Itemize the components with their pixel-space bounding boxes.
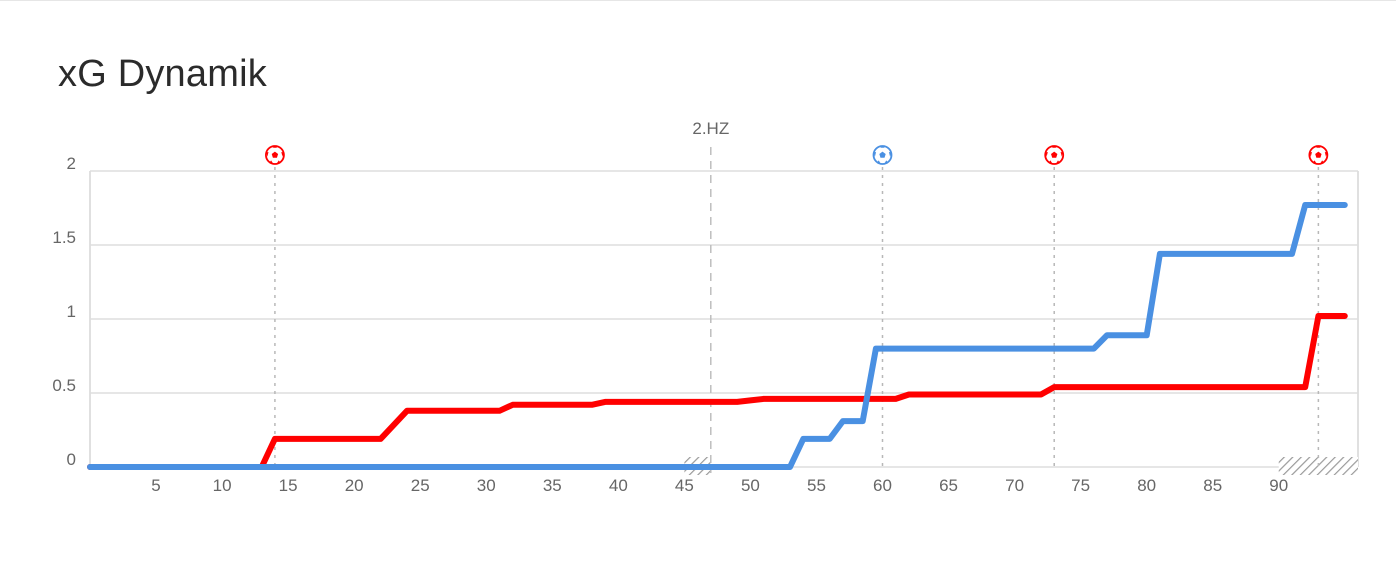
second-half-label: 2.HZ	[692, 119, 729, 138]
x-tick-label: 30	[477, 476, 496, 495]
y-tick-label: 1	[67, 302, 76, 321]
y-tick-label: 0	[67, 450, 76, 469]
x-tick-label: 5	[151, 476, 160, 495]
football-icon	[265, 145, 285, 165]
y-tick-label: 2	[67, 154, 76, 173]
y-tick-label: 1.5	[52, 228, 76, 247]
x-tick-label: 25	[411, 476, 430, 495]
x-tick-label: 20	[345, 476, 364, 495]
x-tick-label: 10	[213, 476, 232, 495]
x-tick-label: 60	[873, 476, 892, 495]
x-tick-label: 75	[1071, 476, 1090, 495]
y-tick-label: 0.5	[52, 376, 76, 395]
football-icon	[1044, 145, 1065, 165]
x-tick-label: 65	[939, 476, 958, 495]
x-tick-label: 90	[1269, 476, 1288, 495]
xg-line-away	[87, 202, 1348, 470]
x-tick-label: 80	[1137, 476, 1156, 495]
xg-line-home	[87, 313, 1348, 470]
x-tick-label: 40	[609, 476, 628, 495]
x-tick-label: 45	[675, 476, 694, 495]
x-tick-label: 50	[741, 476, 760, 495]
x-tick-label: 70	[1005, 476, 1024, 495]
x-tick-label: 15	[279, 476, 298, 495]
football-icon	[1308, 145, 1329, 165]
x-tick-label: 85	[1203, 476, 1222, 495]
football-icon	[872, 145, 893, 165]
x-tick-label: 55	[807, 476, 826, 495]
x-tick-label: 35	[543, 476, 562, 495]
chart-title: xG Dynamik	[58, 53, 267, 95]
